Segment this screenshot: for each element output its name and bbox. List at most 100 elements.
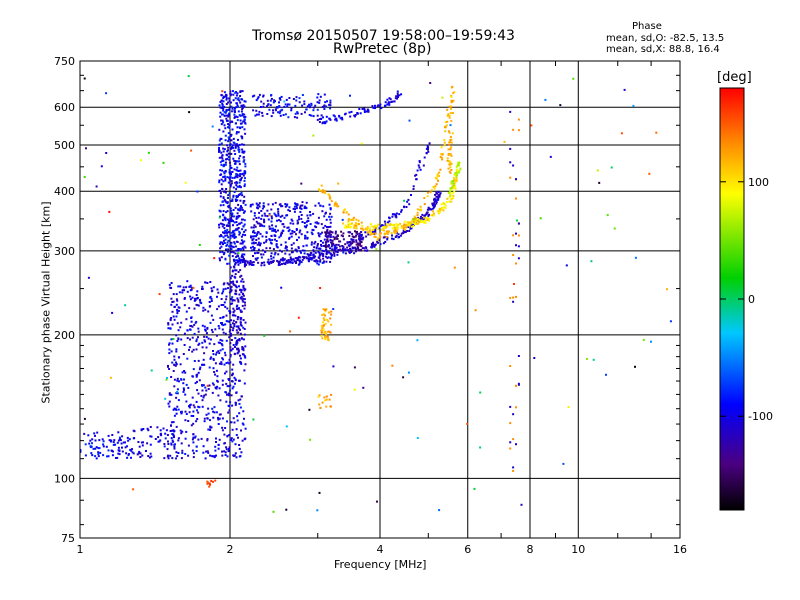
- data-point: [179, 326, 182, 329]
- data-point: [243, 113, 246, 116]
- data-point: [212, 318, 215, 321]
- colorbar-tick-label: -100: [748, 410, 773, 423]
- data-point: [182, 390, 185, 393]
- data-point: [217, 341, 220, 344]
- data-point: [517, 129, 520, 132]
- data-point: [227, 132, 230, 135]
- data-point: [317, 395, 320, 398]
- data-point: [286, 259, 289, 262]
- data-point: [356, 112, 359, 115]
- data-point: [195, 303, 198, 306]
- data-point: [453, 178, 456, 181]
- data-point: [192, 433, 195, 436]
- data-point: [223, 216, 226, 219]
- data-point: [236, 116, 239, 119]
- data-point: [185, 310, 188, 313]
- data-point: [268, 262, 271, 265]
- data-point: [307, 257, 310, 260]
- data-point: [291, 261, 293, 264]
- data-point: [329, 104, 332, 107]
- data-point: [227, 181, 230, 184]
- data-point: [363, 107, 366, 110]
- data-point: [650, 340, 652, 343]
- data-point: [171, 323, 174, 326]
- data-point: [303, 256, 305, 259]
- data-point: [351, 247, 354, 250]
- data-point: [377, 237, 380, 240]
- data-point: [188, 111, 191, 114]
- data-point: [312, 212, 315, 215]
- data-point: [204, 393, 207, 396]
- data-point: [170, 338, 173, 341]
- data-point: [232, 186, 235, 189]
- data-point: [274, 214, 277, 216]
- data-point: [267, 218, 270, 221]
- data-point: [341, 118, 344, 121]
- data-point: [333, 238, 336, 241]
- data-point: [318, 257, 321, 259]
- data-point: [230, 182, 233, 185]
- data-point: [236, 227, 239, 230]
- data-point: [341, 116, 343, 119]
- data-point: [263, 334, 266, 337]
- data-point: [295, 205, 298, 208]
- data-point: [236, 104, 239, 107]
- data-point: [253, 248, 256, 251]
- data-point: [250, 261, 253, 264]
- data-point: [243, 298, 246, 301]
- data-point: [454, 179, 457, 182]
- data-point: [219, 247, 222, 250]
- data-point: [389, 223, 392, 226]
- data-point: [218, 128, 221, 131]
- data-point: [137, 441, 140, 443]
- data-point: [277, 214, 280, 217]
- data-point: [270, 220, 273, 223]
- data-point: [279, 215, 282, 218]
- data-point: [126, 456, 129, 459]
- data-point: [80, 449, 82, 452]
- data-point: [242, 326, 245, 329]
- data-point: [424, 221, 427, 224]
- data-point: [230, 217, 232, 220]
- data-point: [182, 387, 185, 390]
- data-point: [282, 262, 285, 265]
- data-point: [231, 302, 234, 305]
- data-point: [320, 223, 323, 226]
- data-point: [305, 224, 308, 227]
- data-point: [586, 358, 588, 360]
- data-point: [270, 261, 273, 264]
- data-point: [412, 225, 415, 228]
- data-point: [249, 203, 252, 206]
- data-point: [435, 202, 438, 205]
- data-point: [297, 246, 300, 249]
- data-point: [237, 436, 239, 439]
- data-point: [83, 77, 86, 80]
- data-point: [219, 101, 222, 103]
- data-point: [269, 239, 272, 242]
- data-point: [176, 391, 179, 393]
- data-point: [234, 337, 237, 340]
- data-point: [416, 211, 419, 214]
- data-point: [256, 206, 259, 209]
- data-point: [428, 208, 431, 211]
- data-point: [222, 165, 225, 168]
- data-point: [231, 144, 234, 147]
- data-point: [253, 235, 256, 238]
- data-point: [321, 105, 324, 108]
- data-point: [232, 438, 235, 441]
- data-point: [235, 102, 238, 105]
- data-point: [238, 184, 241, 187]
- data-point: [121, 446, 123, 449]
- data-point: [172, 300, 175, 303]
- data-point: [273, 99, 276, 102]
- data-point: [173, 363, 176, 366]
- data-point: [236, 261, 239, 264]
- data-point: [388, 97, 391, 100]
- data-point: [349, 231, 352, 234]
- data-point: [321, 261, 324, 264]
- data-point: [318, 189, 321, 192]
- data-point: [262, 95, 265, 98]
- data-point: [217, 394, 220, 397]
- data-point: [146, 442, 149, 445]
